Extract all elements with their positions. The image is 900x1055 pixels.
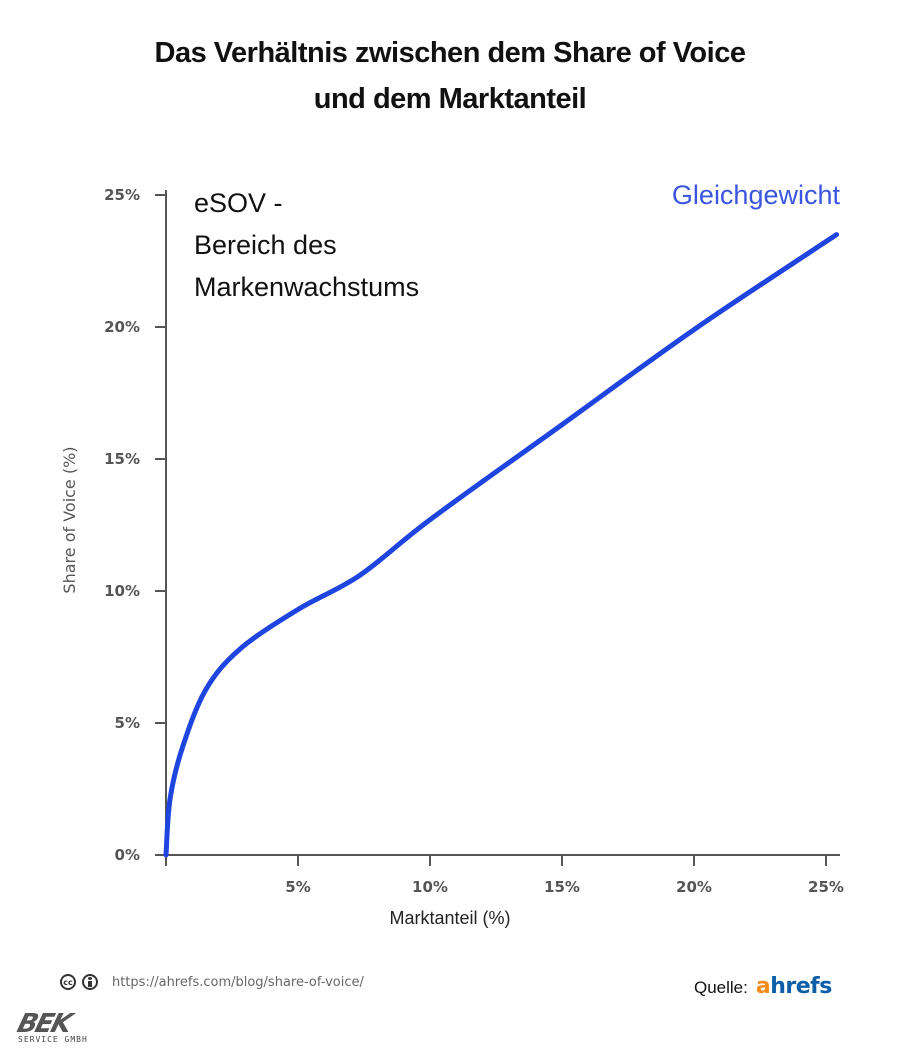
x-tick-label: 25% xyxy=(808,878,844,896)
x-axis-label: Marktanteil (%) xyxy=(389,908,511,928)
y-tick-label: 0% xyxy=(115,846,140,864)
source-label: Quelle: xyxy=(694,978,748,997)
line-chart: 0% 5% 10% 15% 20% 25% Share of Voice (%) 5% 10… xyxy=(60,186,844,896)
chart-title-line-2: und dem Marktanteil xyxy=(313,83,587,115)
y-tick-label: 15% xyxy=(104,450,140,468)
y-axis-label: Share of Voice (%) xyxy=(60,446,79,593)
cc-icon: cc xyxy=(60,974,76,990)
chart-title: Das Verhältnis zwischen dem Share of Voi… xyxy=(80,30,820,122)
bek-logo-subtitle: SERVICE GMBH xyxy=(18,1035,88,1044)
bek-logo-mark: BEK xyxy=(13,1009,74,1039)
chart-title-line-1: Das Verhältnis zwischen dem Share of Voi… xyxy=(154,37,746,69)
license-and-url: cc https://ahrefs.com/blog/share-of-voic… xyxy=(60,974,364,990)
attribution-icon xyxy=(82,974,98,990)
x-axis: 5% 10% 15% 20% 25% xyxy=(158,854,844,896)
ahrefs-logo-rest: hrefs xyxy=(770,974,832,999)
ahrefs-logo-a: a xyxy=(755,974,771,999)
x-tick-label: 15% xyxy=(544,878,580,896)
bek-logo: BEK SERVICE GMBH xyxy=(13,1009,88,1044)
y-tick-label: 10% xyxy=(104,582,140,600)
esov-annotation-line-1: eSOV - xyxy=(194,188,283,218)
share-of-voice-curve xyxy=(163,232,840,858)
x-tick-label: 20% xyxy=(676,878,712,896)
y-tick-label: 5% xyxy=(115,714,140,732)
esov-annotation-line-2: Bereich des xyxy=(194,230,337,260)
x-tick-label: 5% xyxy=(285,878,310,896)
y-tick-label: 25% xyxy=(104,186,140,204)
source: Quelle: ahrefs xyxy=(694,974,832,999)
source-url[interactable]: https://ahrefs.com/blog/share-of-voice/ xyxy=(112,974,364,990)
esov-annotation: eSOV - Bereich des Markenwachstums xyxy=(194,182,419,308)
esov-annotation-line-3: Markenwachstums xyxy=(194,272,420,302)
y-tick-label: 20% xyxy=(104,318,140,336)
x-tick-label: 10% xyxy=(412,878,448,896)
ahrefs-logo: ahrefs xyxy=(756,974,832,999)
y-axis: 0% 5% 10% 15% 20% 25% Share of Voice (%) xyxy=(60,186,167,864)
equilibrium-annotation: Gleichgewicht xyxy=(671,180,840,210)
